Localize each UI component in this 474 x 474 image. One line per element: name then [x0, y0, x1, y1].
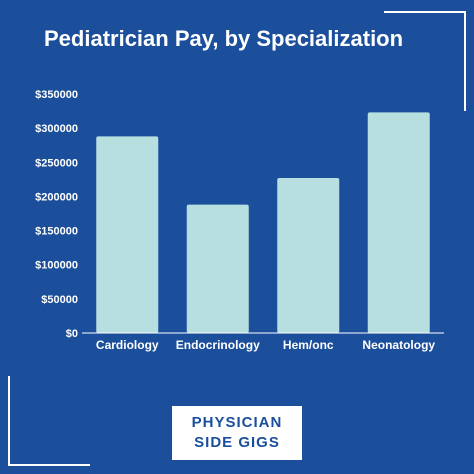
x-tick-label: Hem/onc — [283, 338, 334, 352]
y-tick-label: $250000 — [35, 157, 78, 169]
frame-top-right-vertical — [464, 11, 466, 111]
y-tick-label: $50000 — [41, 294, 78, 306]
x-tick-label: Cardiology — [96, 338, 159, 352]
y-tick-label: $100000 — [35, 260, 78, 272]
y-tick-label: $0 — [66, 328, 78, 340]
x-tick-label: Endocrinology — [176, 338, 260, 352]
brand-logo-box: PHYSICIAN SIDE GIGS — [172, 406, 302, 460]
y-tick-label: $300000 — [35, 123, 78, 135]
bar-endocrinology — [186, 204, 249, 333]
bar-hem-onc — [277, 177, 340, 333]
y-tick-label: $200000 — [35, 191, 78, 203]
y-tick-label: $350000 — [35, 89, 78, 101]
bars — [96, 112, 430, 334]
chart-title: Pediatrician Pay, by Specialization — [44, 26, 404, 51]
brand-line-2: SIDE GIGS — [194, 434, 280, 451]
frame-bottom-left-vertical — [8, 376, 10, 466]
frame-top-right-horizontal — [384, 11, 466, 13]
y-tick-label: $150000 — [35, 226, 78, 238]
frame-bottom-left-horizontal — [8, 464, 90, 466]
x-tick-label: Neonatology — [362, 338, 435, 352]
bar-cardiology — [96, 136, 159, 333]
y-axis-ticks: $0 $50000 $100000 $150000 $200000 $250000 $300… — [35, 89, 78, 340]
brand-line-1: PHYSICIAN — [191, 414, 283, 431]
bar-neonatology — [367, 112, 430, 334]
x-axis-labels: Cardiology Endocrinology Hem/onc Neonatolog… — [96, 338, 435, 352]
